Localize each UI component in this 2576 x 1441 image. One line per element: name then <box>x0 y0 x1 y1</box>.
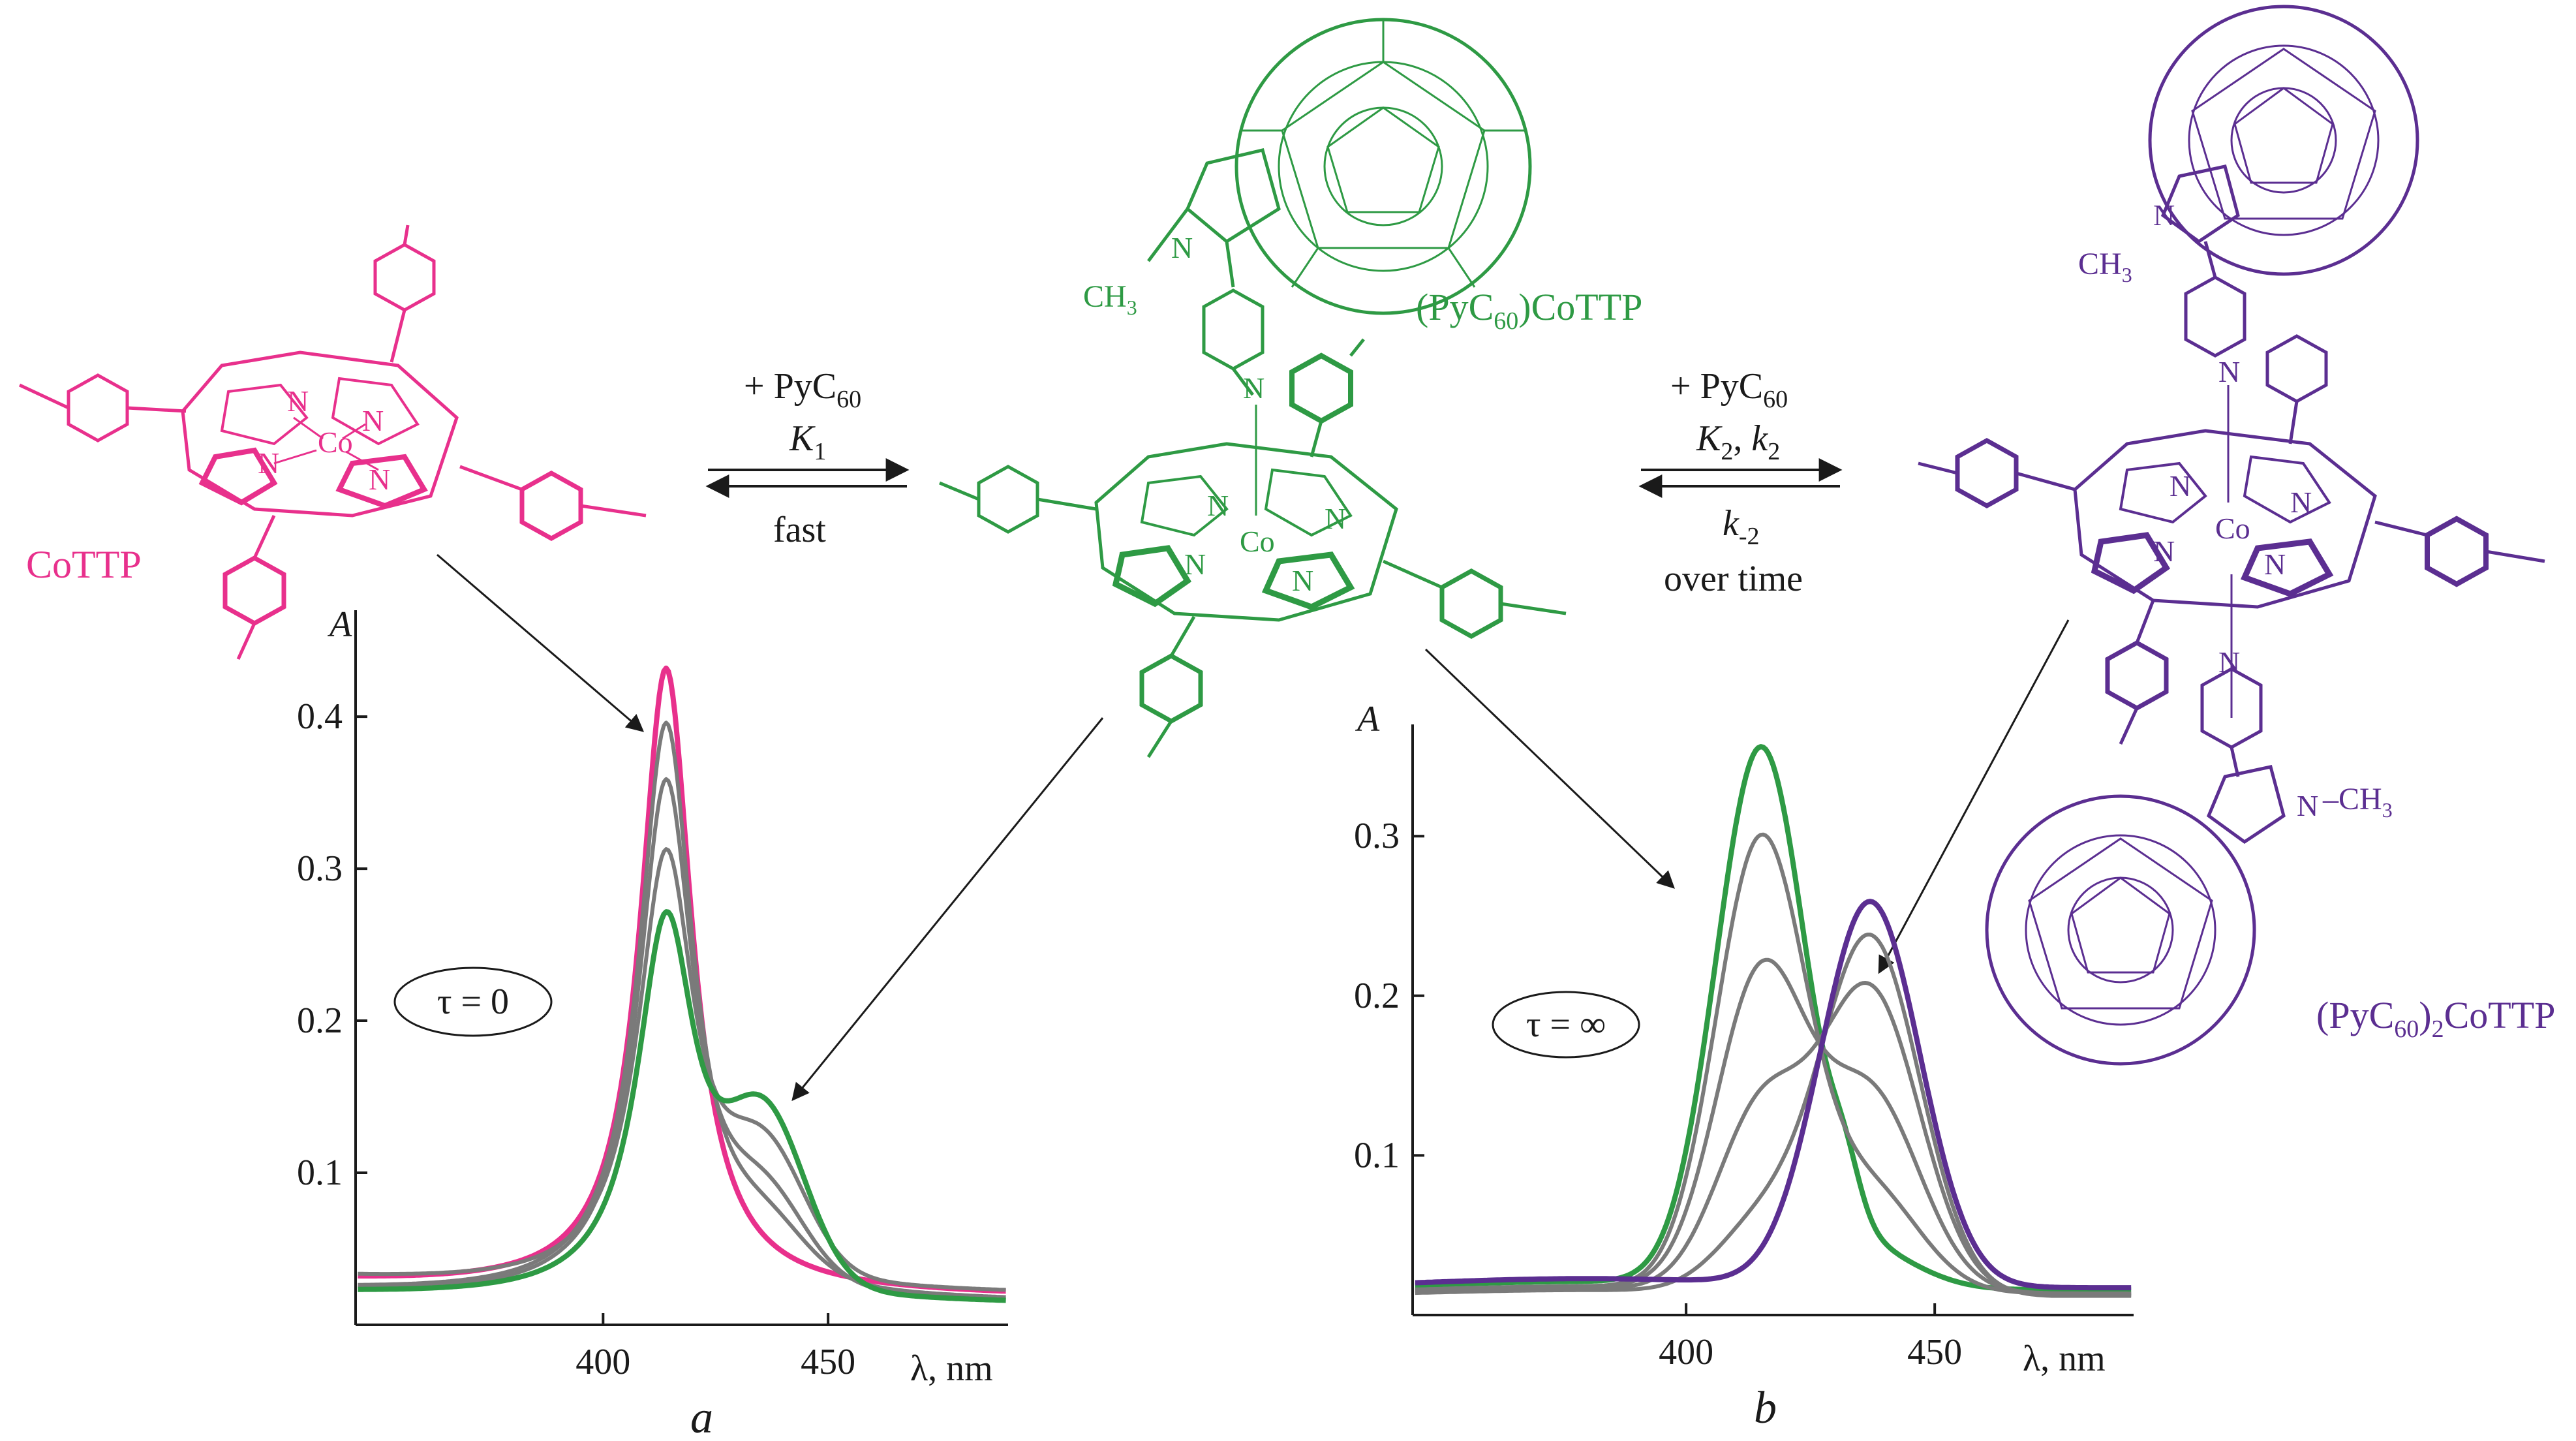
bis-pyrrolidine-n-atom: N <box>2297 789 2318 822</box>
spectrum-series--pyc60-cottp <box>357 909 1007 1303</box>
mono-fullerene <box>1234 18 1532 315</box>
bis-n-atom: N <box>2264 548 2286 581</box>
equilibrium-arrow-step2 <box>1638 458 1843 498</box>
y-tick-label: 0.1 <box>1354 1135 1400 1175</box>
cottp-n-atom: N <box>369 463 390 496</box>
mono-pyridine-n-atom: N <box>1243 371 1265 405</box>
bis-n-atom: N <box>2290 486 2312 519</box>
mono-n-atom: N <box>1292 564 1313 597</box>
x-tick-label: 400 <box>1659 1332 1713 1372</box>
cottp-co-atom: Co <box>318 426 353 459</box>
mono-co-atom: Co <box>1240 525 1275 558</box>
cottp-n-atom: N <box>258 446 279 480</box>
step1-rate: fast <box>773 510 826 550</box>
y-axis-label-a: A <box>327 604 352 645</box>
y-tick-label: 0.3 <box>1354 816 1400 856</box>
y-tick-label: 0.2 <box>1354 976 1400 1016</box>
bis-methyl-label: CH3 <box>2078 247 2132 287</box>
spectrum-panel-b: 400 450 0.1 0.2 0.3 A λ, nm τ = ∞ b <box>1354 699 2134 1433</box>
equilibrium-arrow-step1 <box>705 458 910 498</box>
annotation-oval-b <box>1492 991 1640 1059</box>
step1-constant: K1 <box>789 418 826 465</box>
cottp-n-atom: N <box>287 384 309 418</box>
cottp-label: CoTTP <box>26 543 142 586</box>
mono-n-atom: N <box>1325 502 1346 535</box>
spectrum-series-intermediate <box>1415 957 2132 1295</box>
spectrum-series--pyc60-cottp <box>1415 744 2132 1293</box>
bis-pyrrolidine-n-atom: N <box>2153 198 2175 232</box>
bis-n-atom: N <box>2153 535 2175 568</box>
annotation-oval-a <box>393 967 553 1037</box>
mono-n-atom: N <box>1184 548 1206 581</box>
mono-label: (PyC60)CoTTP <box>1416 286 1642 335</box>
mono-pyrrolidine-n-atom: N <box>1171 231 1193 264</box>
x-axis-label-b: λ, nm <box>2023 1339 2106 1379</box>
pointer-mono-to-peak-b <box>1424 648 1675 889</box>
bis-pyridine-n-atom: N <box>2218 645 2240 679</box>
y-axis-label-b: A <box>1355 699 1380 739</box>
x-axis-label-a: λ, nm <box>910 1348 993 1389</box>
spectrum-series-intermediate <box>1415 933 2132 1298</box>
spectrum-series-cottp <box>357 665 1007 1294</box>
mono-methyl-label: CH3 <box>1083 279 1137 319</box>
cottp-molecule <box>18 225 647 660</box>
annotation-a: τ = 0 <box>437 982 509 1022</box>
y-tick-label: 0.1 <box>297 1153 343 1193</box>
cottp-n-atom: N <box>362 404 384 437</box>
spectrum-series-intermediate <box>358 777 1006 1301</box>
bis-co-atom: Co <box>2215 512 2250 545</box>
bis-label: (PyC60)2CoTTP <box>2316 994 2555 1043</box>
y-tick-label: 0.2 <box>297 1000 343 1041</box>
panel-label-b: b <box>1754 1383 1777 1433</box>
spectrum-series--pyc60-2cottp <box>1415 899 2132 1291</box>
spectrum-series-intermediate <box>358 847 1006 1292</box>
bis-n-atom: N <box>2170 469 2191 503</box>
bis-pyridine-n-atom: N <box>2218 355 2240 388</box>
spectrum-series-intermediate <box>1415 981 2132 1297</box>
panel-label-a: a <box>690 1393 713 1441</box>
x-tick-label: 450 <box>801 1342 855 1382</box>
y-tick-label: 0.4 <box>297 696 343 737</box>
pointer-arrows <box>437 553 2070 1102</box>
step2-reverse-constant: k-2 <box>1723 503 1760 550</box>
annotation-b: τ = ∞ <box>1526 1004 1606 1045</box>
pointer-cottp-to-peak <box>437 553 645 732</box>
mono-complex-molecule <box>939 18 1567 758</box>
x-tick-label: 400 <box>575 1342 630 1382</box>
mono-n-atom: N <box>1207 489 1229 522</box>
step1-reagent: + PyC60 <box>744 366 861 413</box>
bis-methyl-label-right: –CH3 <box>2322 782 2393 822</box>
step2-constants: K2, k2 <box>1696 418 1780 465</box>
pointer-mono-to-shoulder <box>791 717 1104 1102</box>
spectrum-series-intermediate <box>358 720 1006 1299</box>
step2-reagent: + PyC60 <box>1670 366 1788 413</box>
y-tick-label: 0.3 <box>297 848 343 889</box>
bis-complex-molecule <box>1918 5 2545 1066</box>
step2-rate: over time <box>1664 559 1803 599</box>
bis-fullerene-bottom <box>1985 794 2256 1066</box>
bis-fullerene-top <box>2148 5 2419 276</box>
spectrum-panel-a: 400 450 0.1 0.2 0.3 0.4 A λ, nm τ = 0 a <box>297 604 1008 1441</box>
pointer-bis-to-peak-b <box>1878 619 2070 974</box>
x-tick-label: 450 <box>1907 1332 1962 1372</box>
